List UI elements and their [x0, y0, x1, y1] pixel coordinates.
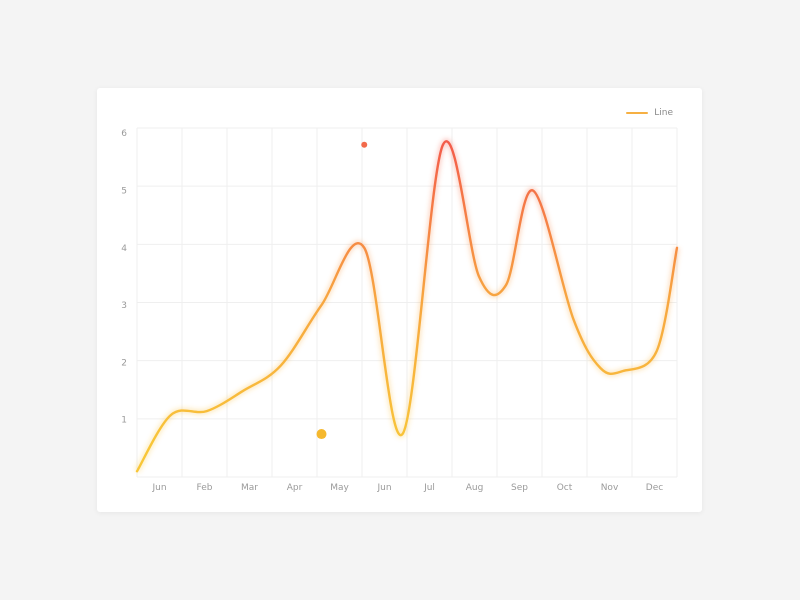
x-tick-label: Sep — [511, 483, 528, 493]
y-tick-label: 6 — [121, 129, 127, 139]
x-tick-label: Mar — [241, 483, 258, 493]
y-tick-label: 3 — [121, 301, 127, 311]
x-tick-label: Apr — [287, 483, 303, 493]
x-tick-label: Oct — [557, 483, 573, 493]
markers — [316, 141, 368, 440]
legend[interactable]: Line — [626, 108, 673, 118]
grid — [136, 127, 678, 478]
y-tick-label: 4 — [121, 244, 127, 254]
data-point-marker[interactable] — [361, 141, 368, 148]
x-tick-label: Dec — [646, 483, 663, 493]
y-tick-label: 2 — [121, 358, 127, 368]
legend-swatch — [626, 112, 649, 114]
x-tick-label: Aug — [466, 483, 484, 493]
data-point-marker[interactable] — [316, 429, 327, 440]
legend-label: Line — [654, 108, 673, 118]
series-line[interactable] — [135, 140, 679, 473]
x-tick-label: Jun — [151, 483, 166, 493]
line-chart: 1 2 3 4 5 6 Jun Feb Mar Apr May Jun Jul Aug Sep Oct Nov… — [121, 127, 680, 493]
y-tick-label: 1 — [121, 416, 127, 426]
x-tick-label: Feb — [197, 483, 213, 493]
y-axis: 1 2 3 4 5 6 — [121, 129, 127, 425]
x-tick-label: Nov — [601, 483, 619, 493]
x-tick-label: May — [330, 483, 349, 493]
y-tick-label: 5 — [121, 187, 127, 197]
chart-card: Line 1 2 3 4 5 6 Jun Feb Mar Apr May Jun Jul Aug Sep O… — [97, 88, 702, 512]
x-tick-label: Jun — [376, 483, 391, 493]
x-tick-label: Jul — [423, 483, 435, 493]
x-axis: Jun Feb Mar Apr May Jun Jul Aug Sep Oct Nov Dec — [151, 483, 663, 493]
